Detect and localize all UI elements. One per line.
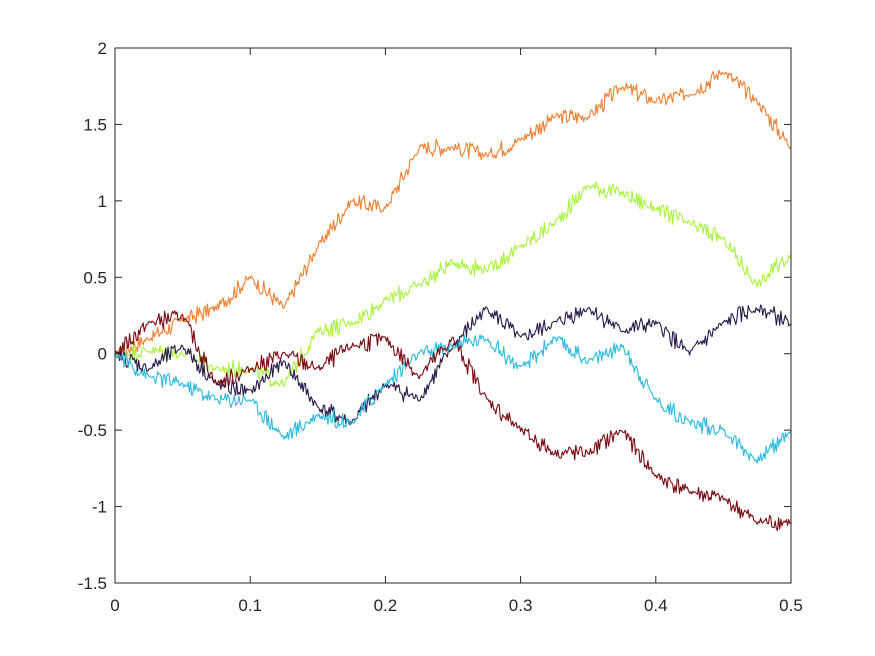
y-tick-label: 0.5 <box>83 268 107 287</box>
y-tick-label: 2 <box>98 39 107 58</box>
x-tick-label: 0.3 <box>509 596 533 615</box>
series-1-line <box>114 69 792 357</box>
y-tick-label: -1 <box>92 498 107 517</box>
series-layer <box>114 69 792 532</box>
x-tick-label: 0.1 <box>238 596 262 615</box>
y-axis: -1.5 -1 -0.5 0 0.5 1 1.5 2 <box>78 39 791 593</box>
x-tick-label: 0 <box>110 596 119 615</box>
plot-background <box>115 48 791 583</box>
y-tick-label: -1.5 <box>78 574 107 593</box>
x-tick-label: 0.5 <box>779 596 803 615</box>
series-5-line <box>114 310 792 532</box>
y-tick-label: -0.5 <box>78 421 107 440</box>
x-axis: 0 0.1 0.2 0.3 0.4 0.5 <box>110 48 803 615</box>
axes-box <box>114 47 792 584</box>
y-tick-label: 1.5 <box>83 115 107 134</box>
x-tick-label: 0.4 <box>644 596 668 615</box>
series-4-line <box>114 334 792 464</box>
y-tick-label: 0 <box>98 345 107 364</box>
y-tick-label: 1 <box>98 192 107 211</box>
x-tick-label: 0.2 <box>374 596 398 615</box>
